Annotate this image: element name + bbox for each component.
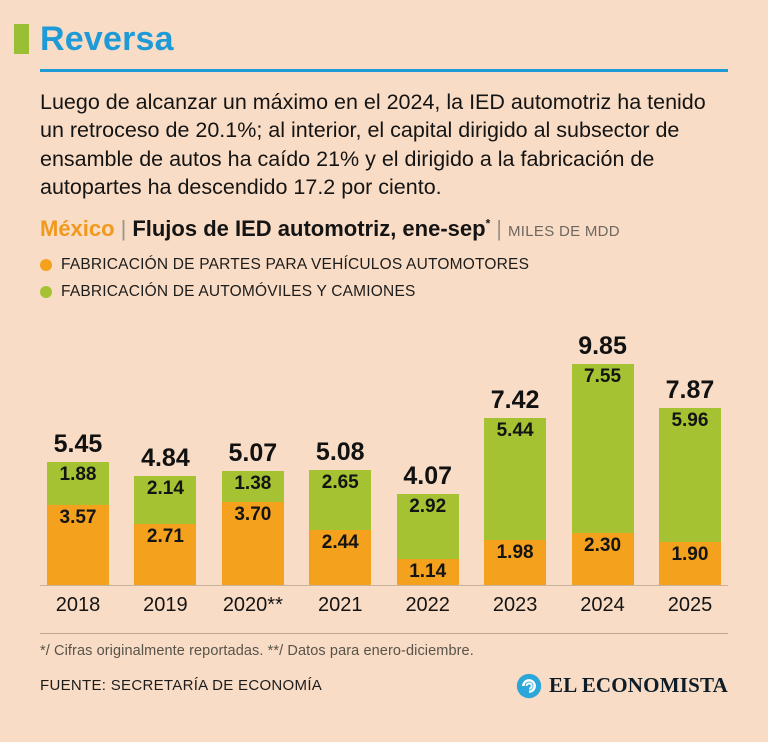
legend-label: FABRICACIÓN DE PARTES PARA VEHÍCULOS AUT…	[61, 255, 530, 273]
page-title: Reversa	[40, 20, 174, 58]
segment-value-label: 1.90	[671, 543, 709, 565]
bar-column-2023: 7.42 5.44 1.98	[477, 386, 553, 585]
bar-segment-automoviles: 1.88	[47, 462, 109, 505]
accent-square	[14, 24, 29, 54]
x-axis-tick-label: 2020**	[222, 593, 283, 616]
el-economista-logo-icon	[516, 673, 542, 698]
segment-value-label: 3.70	[234, 503, 272, 525]
legend-bullet-orange-icon	[40, 258, 52, 271]
segment-value-label: 1.98	[496, 542, 534, 564]
chart-subtitle: México | Flujos de IED automotriz, ene-sep…	[40, 216, 728, 242]
stacked-bar: 2.92 1.14	[396, 493, 459, 585]
bar-segment-autopartes: 2.71	[134, 523, 197, 585]
stacked-bar: 1.38 3.70	[221, 470, 284, 585]
segment-value-label: 2.65	[321, 472, 359, 494]
x-axis-tick-label: 2022	[405, 593, 450, 616]
bar-total-label: 5.07	[228, 438, 278, 467]
bar-total-label: 4.07	[403, 461, 453, 490]
segment-value-label: 2.14	[146, 477, 184, 499]
brand-name: EL ECONOMISTA	[549, 673, 728, 697]
x-axis-tick-label: 2018	[55, 593, 101, 616]
segment-value-label: 1.14	[409, 561, 447, 582]
bar-segment-autopartes: 3.57	[47, 504, 109, 585]
subtitle-main: Flujos de IED automotriz, ene-sep	[132, 215, 486, 241]
bar-segment-automoviles: 2.65	[309, 470, 372, 530]
stacked-bar: 5.44 1.98	[484, 418, 547, 585]
subtitle-units: MILES DE MDD	[507, 222, 620, 240]
stacked-bar: 1.88 3.57	[47, 462, 109, 585]
bar-column-2025: 7.87 5.96 1.90	[652, 376, 728, 585]
segment-value-label: 1.38	[234, 472, 272, 494]
title-divider	[40, 69, 728, 72]
bar-segment-automoviles: 5.96	[658, 408, 721, 542]
bar-column-2021: 5.08 2.65 2.44	[302, 438, 378, 585]
segment-value-label: 1.88	[59, 464, 97, 486]
x-axis-tick-label: 2023	[492, 593, 538, 616]
bar-segment-autopartes: 1.90	[658, 541, 721, 585]
bar-segment-automoviles: 5.44	[484, 418, 547, 541]
x-axis-tick-label: 2025	[667, 593, 713, 616]
segment-value-label: 2.44	[321, 531, 359, 553]
chart-legend: FABRICACIÓN DE PARTES PARA VEHÍCULOS AUT…	[40, 256, 728, 301]
bar-segment-autopartes: 1.14	[396, 559, 459, 585]
bar-total-label: 9.85	[578, 331, 627, 360]
bar-column-2019: 4.84 2.14 2.71	[127, 443, 203, 585]
bar-segment-autopartes: 3.70	[221, 501, 284, 585]
legend-label: FABRICACIÓN DE AUTOMÓVILES Y CAMIONES	[61, 282, 416, 300]
subtitle-country: México	[40, 215, 115, 241]
footnote-divider	[40, 632, 728, 634]
bar-segment-autopartes: 2.44	[309, 529, 372, 585]
x-axis-tick-label: 2019	[143, 593, 188, 616]
source-text: FUENTE: SECRETARÍA DE ECONOMÍA	[40, 677, 323, 694]
x-axis-tick-label: 2024	[580, 593, 625, 616]
subtitle-separator-1: |	[120, 215, 127, 241]
bar-column-2020: 5.07 1.38 3.70	[215, 438, 291, 585]
bar-segment-autopartes: 2.30	[571, 533, 634, 585]
bar-column-2022: 4.07 2.92 1.14	[390, 461, 466, 585]
segment-value-label: 5.44	[496, 420, 534, 442]
subtitle-separator-2: |	[496, 215, 502, 241]
legend-bullet-green-icon	[40, 285, 52, 298]
chart-plot-area: 5.45 1.88 3.57 4.84 2.14 2.71 5.07 1.38 3.70 5.08…	[40, 323, 728, 586]
segment-value-label: 2.92	[409, 495, 447, 517]
stacked-bar: 5.96 1.90	[658, 408, 721, 585]
segment-value-label: 3.57	[59, 506, 97, 528]
segment-value-label: 2.30	[584, 535, 622, 556]
footnotes: */ Cifras originalmente reportadas. **/ …	[40, 642, 474, 659]
x-axis-tick-label: 2021	[318, 593, 363, 616]
bar-column-2018: 5.45 1.88 3.57	[40, 430, 116, 585]
stacked-bar: 7.55 2.30	[571, 363, 634, 585]
segment-value-label: 7.55	[584, 365, 622, 387]
footer: FUENTE: SECRETARÍA DE ECONOMÍA EL ECONOM…	[40, 673, 728, 699]
stacked-bar: 2.14 2.71	[134, 475, 197, 585]
bar-total-label: 7.87	[665, 376, 715, 405]
bar-total-label: 5.08	[315, 438, 365, 467]
stacked-bar-chart: 5.45 1.88 3.57 4.84 2.14 2.71 5.07 1.38 3.70 5.08…	[40, 323, 728, 617]
bar-total-label: 7.42	[490, 386, 540, 415]
bar-segment-automoviles: 2.14	[134, 475, 197, 524]
chart-x-axis: 2018 2019 2020** 2021 2022 2023 2024 2025	[40, 594, 728, 617]
bar-segment-autopartes: 1.98	[484, 540, 547, 585]
intro-paragraph: Luego de alcanzar un máximo en el 2024, …	[40, 90, 706, 200]
stacked-bar: 2.65 2.44	[309, 470, 372, 585]
legend-item-automoviles: FABRICACIÓN DE AUTOMÓVILES Y CAMIONES	[40, 283, 728, 301]
bar-segment-automoviles: 1.38	[221, 470, 284, 502]
segment-value-label: 5.96	[671, 410, 709, 432]
bar-segment-automoviles: 2.92	[396, 493, 459, 559]
segment-value-label: 2.71	[146, 525, 184, 547]
legend-item-autopartes: FABRICACIÓN DE PARTES PARA VEHÍCULOS AUT…	[40, 256, 728, 274]
bar-segment-automoviles: 7.55	[571, 363, 634, 533]
bar-total-label: 5.45	[53, 430, 103, 459]
subtitle-asterisk: *	[485, 216, 491, 231]
bar-total-label: 4.84	[141, 443, 190, 472]
bar-column-2024: 9.85 7.55 2.30	[565, 331, 641, 585]
brand-logo: EL ECONOMISTA	[516, 673, 728, 699]
